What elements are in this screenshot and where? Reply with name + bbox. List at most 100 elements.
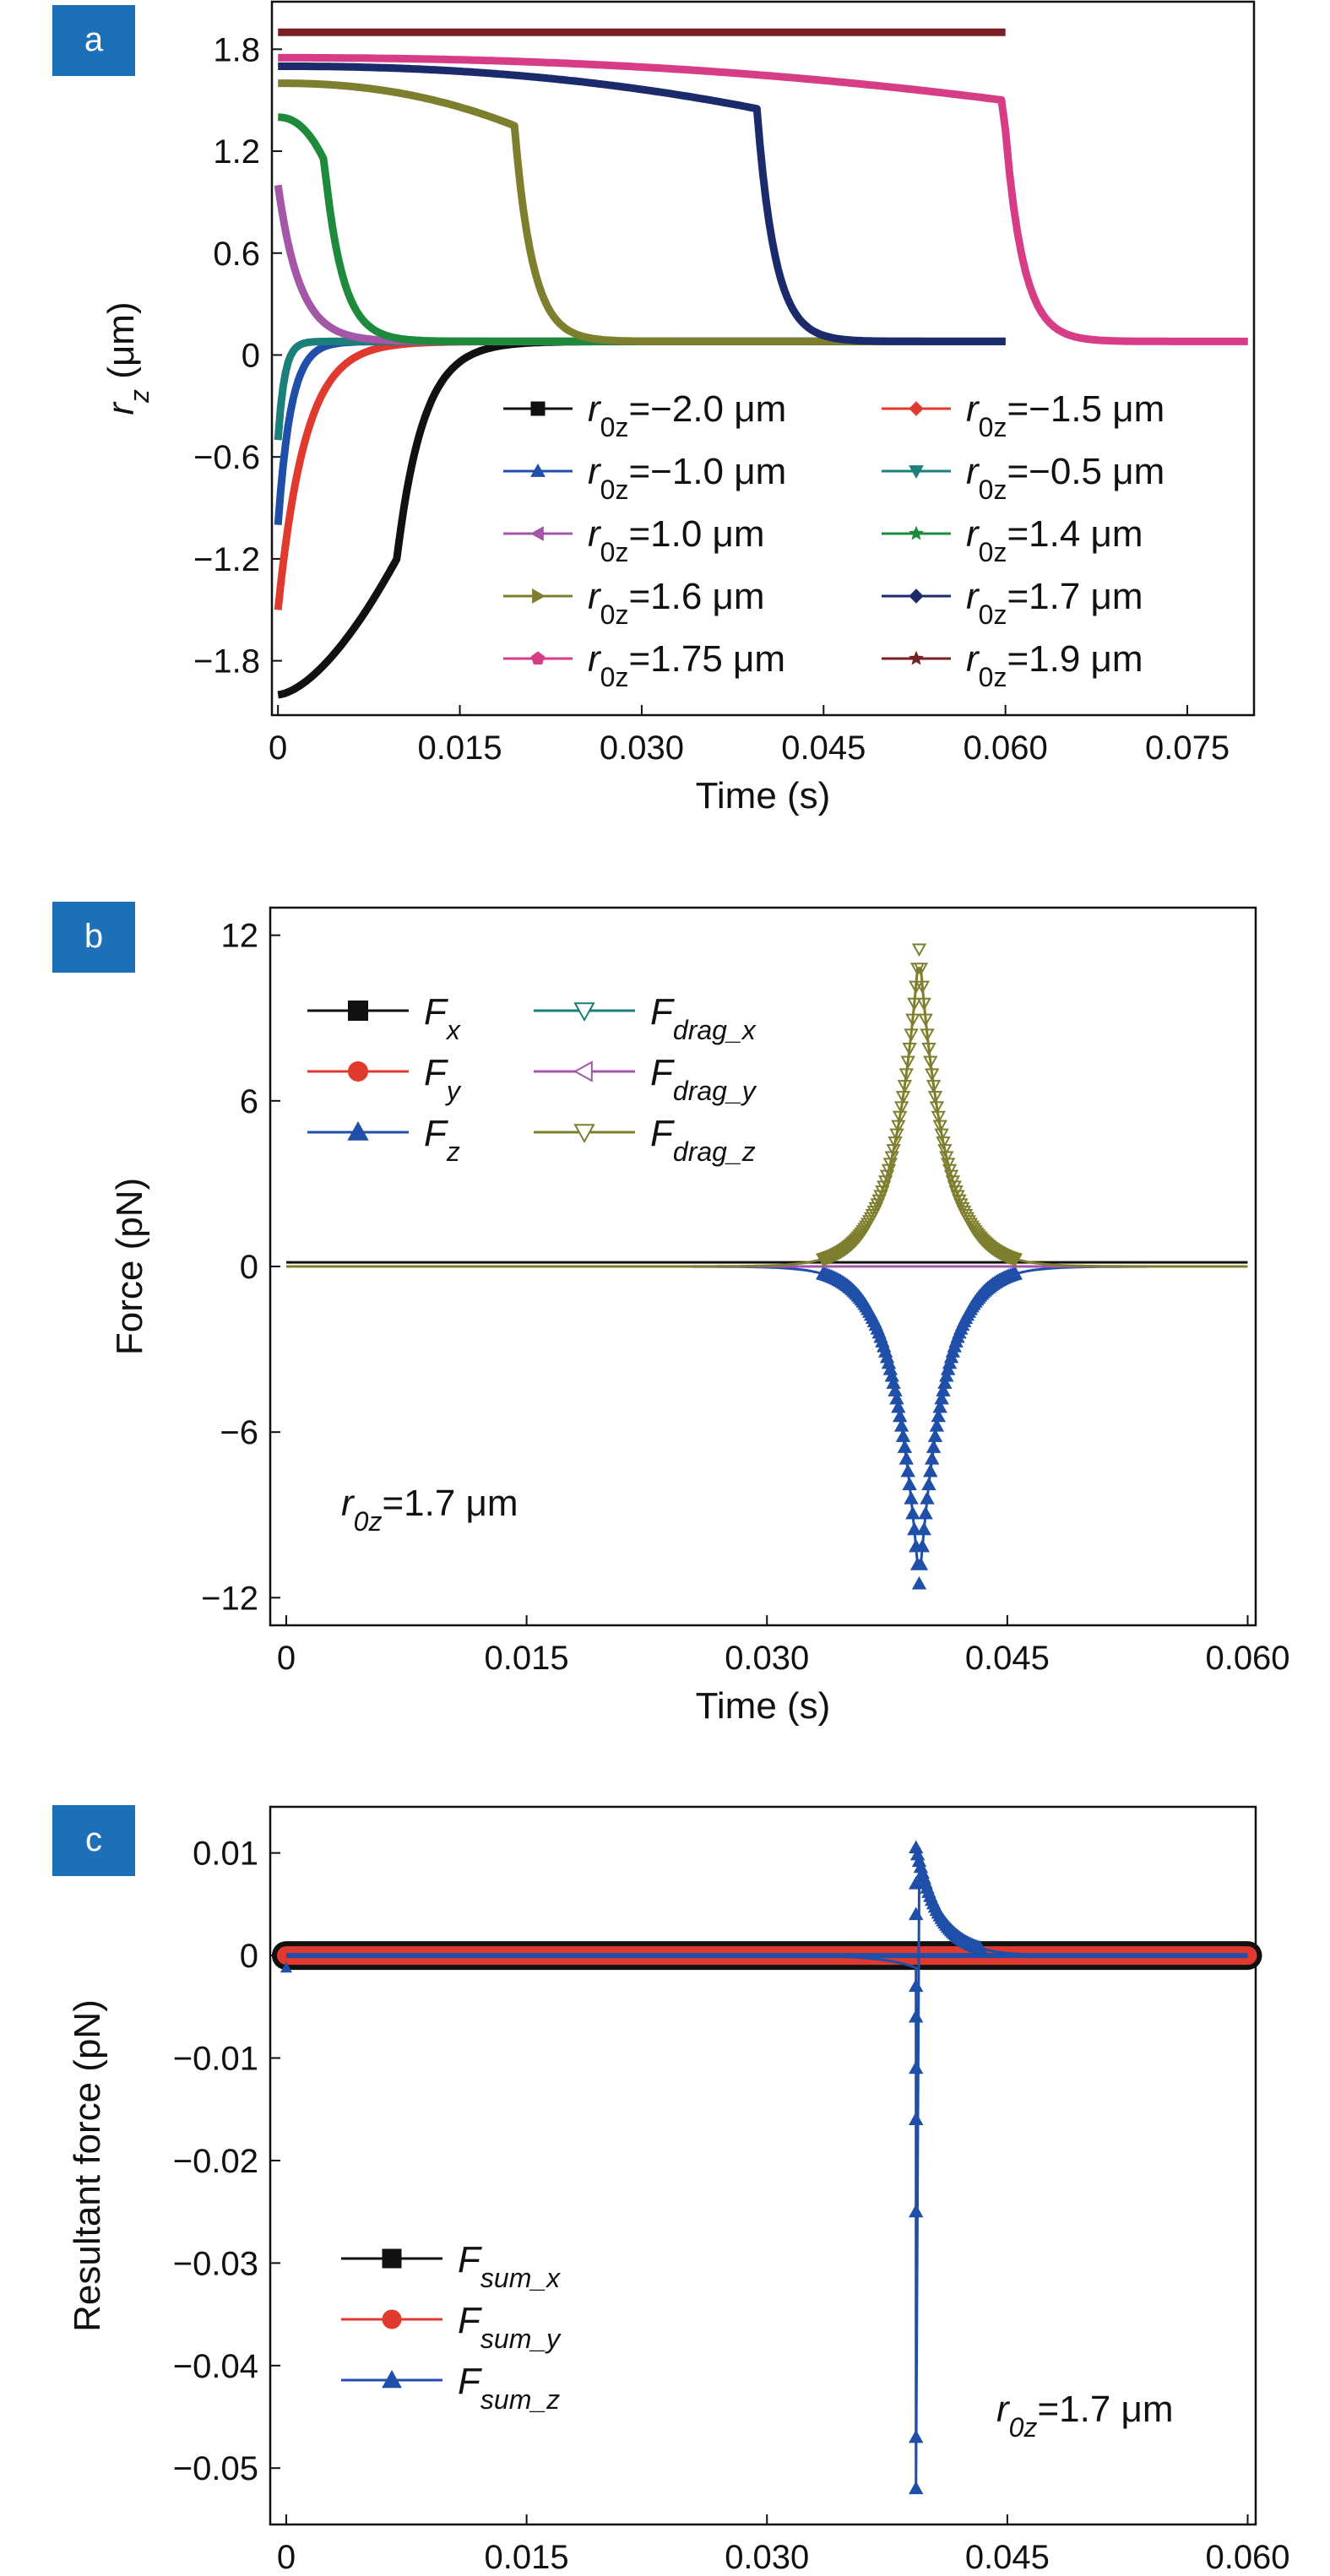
panel-a-legend-marker-4 [529,526,544,541]
panel-a-x-tick-label: 0.015 [417,729,502,767]
panel-b-series-5-markers [815,943,1023,1267]
panel-c-legend-marker-0 [382,2248,402,2269]
panel-a-y-tick-label: −1.8 [193,643,260,681]
panel-b-x-axis-label: Time (s) [696,1685,831,1727]
panel-b-legend-label-3: Fdrag_x [650,991,757,1045]
panel-c-legend-marker-2 [382,2369,402,2389]
panel-a-legend-label-8: r0z=1.75 μm [588,638,785,692]
panel-b-y-tick-label: −12 [201,1580,258,1617]
panel-c-badge [52,1805,135,1876]
panel-a-legend-marker-0 [530,401,546,416]
panel-a-legend-marker-8 [530,651,546,664]
panel-a-badge [52,5,135,76]
panel-c-x-tick-label: 0 [277,2539,296,2576]
panel-a-legend-label-1: r0z=−1.5 μm [966,388,1164,442]
panel-c-plot-frame [269,1805,1257,2526]
panel-c-legend-label-2: Fsum_z [458,2361,560,2415]
panel-c-x-tick-label: 0.030 [725,2539,809,2576]
panel-a-plot-frame [270,0,1256,717]
panel-c-x-tick-label: 0.015 [485,2539,569,2576]
panel-a-y-axis-label: rz (μm) [100,301,155,415]
panel-a-badge-letter: a [84,21,104,58]
panel-a-x-tick-label: 0 [269,729,287,767]
panel-b-legend-marker-3 [573,1002,595,1022]
panel-b-x-tick-label: 0.030 [725,1640,809,1677]
panel-c-x-tick-label: 0.045 [965,2539,1050,2576]
panel-c-series-2-markers [909,1840,988,2495]
panel-b-legend: Fx Fy Fz Fdrag_x Fdrag_y Fdrag_z [307,991,757,1167]
panel-c-series-2-start-marker [280,1961,292,1973]
panel-a-x-axis-label: Time (s) [696,775,831,816]
panel-b-legend-marker-1 [348,1061,369,1082]
panel-c-x-tick-label: 0.060 [1205,2539,1289,2576]
panel-a-legend-marker-3 [909,465,924,480]
panel-a-legend-label-2: r0z=−1.0 μm [588,451,786,505]
panel-c-y-tick-label: −0.05 [173,2450,258,2487]
panel-b-series-2-markers [815,1266,1023,1590]
panel-b-chart: 0 0.015 0.030 0.045 0.060 12 6 0 −6 −12 Time (s) b F… [52,902,1290,1727]
panel-b-x-tick-label: 0.045 [965,1640,1050,1677]
panel-b-x-tick-label: 0.015 [485,1640,569,1677]
panel-b-legend-marker-5 [573,1124,595,1144]
panel-a-y-tick-label: 0 [242,337,260,374]
panel-a-legend-label-5: r0z=1.4 μm [966,513,1143,567]
panel-a-legend-label-9: r0z=1.9 μm [966,638,1143,692]
panel-a-y-tick-label: −0.6 [193,439,260,476]
panel-c-y-tick-label: −0.03 [173,2245,258,2282]
panel-a-x-tick-label: 0.060 [964,729,1048,767]
panel-a-chart: 0 0.015 0.030 0.045 0.060 0.075 1.8 1.2 0.6 0 −0.6… [52,0,1256,816]
panel-b-legend-label-1: Fy [424,1052,462,1106]
panel-c-y-tick-label: −0.02 [173,2143,258,2180]
panel-a-legend-label-6: r0z=1.6 μm [588,576,765,630]
panel-a-x-tick-label: 0.075 [1145,729,1230,767]
panel-b-annotation: r0z=1.7 μm [341,1483,518,1537]
panel-b-legend-marker-2 [347,1120,369,1141]
panel-a-legend-marker-1 [909,401,924,416]
panel-a-legend-marker-7 [909,588,924,604]
panel-c-chart: 0 0.015 0.030 0.045 0.060 0.01 0 −0.01 −0.02 −0.0… [52,1805,1290,2576]
panel-a-legend-marker-5 [909,525,924,540]
panel-b-badge [52,902,135,973]
panel-a-series-8-line [278,53,1248,345]
panel-c-legend-marker-1 [382,2309,402,2329]
panel-b-legend-label-0: Fx [424,991,461,1045]
panel-b-legend-label-5: Fdrag_z [650,1113,756,1167]
panel-b-legend-label-4: Fdrag_y [650,1052,757,1106]
panel-c-badge-letter: c [85,1821,102,1858]
panel-c-y-tick-label: 0.01 [193,1836,258,1873]
panel-a-legend-label-7: r0z=1.7 μm [966,576,1143,630]
panel-c-annotation: r0z=1.7 μm [996,2389,1174,2443]
panel-a-y-tick-label: 1.2 [213,133,260,171]
panel-a-y-tick-label: 0.6 [213,236,260,273]
panel-a-y-tick-label: 1.8 [213,31,260,68]
panel-c-legend-label-1: Fsum_y [458,2300,562,2354]
panel-a-legend: r0z=−2.0 μm r0z=−1.5 μm r0z=−1.0 μm r0z=−0.… [503,388,1164,692]
panel-c-y-tick-label: −0.04 [173,2348,258,2385]
panel-b-y-axis-label: Force (pN) [109,1178,150,1355]
panel-b-x-tick-label: 0.060 [1205,1640,1289,1677]
panel-a-legend-label-0: r0z=−2.0 μm [588,388,786,442]
panel-b-y-tick-label: −6 [220,1414,258,1451]
panel-b-y-tick-label: 6 [240,1083,258,1120]
panel-b-badge-letter: b [84,918,103,955]
panel-c-y-tick-label: 0 [240,1938,258,1975]
panel-c-y-axis-label: Resultant force (pN) [67,1999,108,2332]
panel-b-legend-marker-4 [573,1060,593,1082]
panel-a-x-tick-label: 0.045 [781,729,866,767]
panel-b-y-tick-label: 12 [221,918,259,955]
panel-a-legend-marker-6 [532,588,546,604]
panel-a-x-tick-label: 0.030 [600,729,684,767]
panel-b-y-tick-label: 0 [240,1249,258,1286]
panel-c-legend-label-0: Fsum_x [458,2239,561,2293]
panel-b-series-5-line [286,967,1248,1268]
panel-c-y-tick-label: −0.01 [173,2041,258,2078]
panel-a-y-tick-label: −1.2 [193,541,260,578]
panel-c-legend: Fsum_x Fsum_y Fsum_z [341,2239,562,2415]
panel-a-legend-marker-9 [909,650,924,665]
panel-a-legend-label-3: r0z=−0.5 μm [966,451,1164,505]
panel-a-legend-marker-2 [530,463,546,477]
panel-b-legend-marker-0 [348,1001,368,1021]
panel-b-x-tick-label: 0 [277,1640,296,1677]
